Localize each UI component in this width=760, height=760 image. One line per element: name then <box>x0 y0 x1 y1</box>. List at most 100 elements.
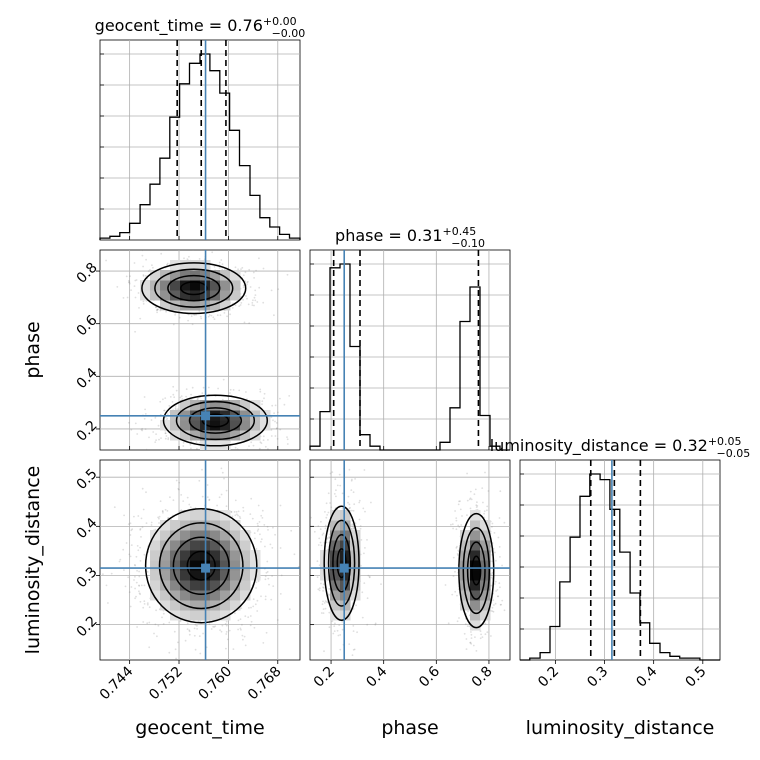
sample-point <box>279 593 282 595</box>
sample-point <box>263 392 266 395</box>
title-sup-geocent_time: +0.00 <box>263 15 297 28</box>
title-sup-phase: +0.45 <box>443 225 477 238</box>
sample-point <box>196 397 199 400</box>
sample-point <box>158 522 160 524</box>
sample-point <box>339 484 342 487</box>
density-cell <box>480 590 491 601</box>
panel-geocent_time-hist <box>99 39 301 241</box>
density-cell <box>150 270 161 281</box>
sample-point <box>274 533 276 536</box>
sample-point <box>474 488 477 491</box>
density-cell <box>470 530 481 541</box>
density-cell <box>170 520 181 531</box>
sample-point <box>173 630 176 633</box>
sample-point <box>202 386 205 389</box>
sample-point <box>122 297 125 299</box>
sample-point <box>322 590 324 592</box>
sample-point <box>128 282 131 285</box>
sample-point <box>139 317 142 320</box>
sample-point <box>142 274 145 276</box>
tick-label-phase-y-2: 0.6 <box>74 312 101 339</box>
sample-point <box>157 308 159 311</box>
sample-point <box>364 547 366 549</box>
sample-point <box>165 310 168 313</box>
density-geocent_time-phase <box>74 250 300 457</box>
density-cell <box>140 280 151 291</box>
sample-point <box>239 618 242 621</box>
density-cell <box>330 570 341 581</box>
sample-point <box>363 552 365 555</box>
sample-point <box>145 448 148 450</box>
contour-phase-luminosity_distance-0-3 <box>323 505 360 621</box>
contour-geocent_time-phase-0-1 <box>167 274 221 302</box>
sample-point <box>193 634 196 637</box>
density-cell <box>190 260 201 271</box>
sample-point <box>164 397 167 399</box>
sample-point <box>138 590 140 593</box>
sample-point <box>216 504 219 507</box>
sample-point <box>493 532 496 534</box>
sample-point <box>134 564 137 567</box>
title-sub-luminosity_distance: −0.05 <box>717 447 751 460</box>
sample-point <box>174 407 177 410</box>
density-cell <box>470 620 481 631</box>
sample-point <box>327 511 330 514</box>
sample-point <box>143 584 146 587</box>
sample-point <box>158 517 160 520</box>
contour-phase-luminosity_distance-1-3 <box>458 512 495 629</box>
sample-point <box>249 624 252 627</box>
sample-point <box>74 266 76 268</box>
sample-point <box>317 525 320 527</box>
sample-point <box>164 432 167 435</box>
sample-point <box>138 592 141 595</box>
sample-point <box>212 316 215 319</box>
sample-point <box>461 515 463 517</box>
sample-point <box>456 545 458 548</box>
sample-point <box>143 417 146 420</box>
density-cell <box>460 600 471 611</box>
sample-point <box>179 396 182 399</box>
histogram-phase <box>309 263 510 451</box>
contour-geocent_time-phase-0-0 <box>180 281 208 296</box>
sample-point <box>134 330 137 333</box>
sample-point <box>380 583 382 585</box>
density-cell <box>150 290 161 301</box>
sample-point <box>358 518 361 521</box>
sample-point <box>464 623 467 626</box>
sample-point <box>182 500 185 502</box>
sample-point <box>334 478 337 481</box>
sample-point <box>286 436 288 438</box>
sample-point <box>237 628 240 631</box>
sample-point <box>496 589 499 591</box>
density-cell <box>150 590 161 601</box>
density-cell <box>210 420 221 431</box>
sample-point <box>190 447 192 450</box>
sample-point <box>239 451 241 453</box>
sample-point <box>142 300 145 303</box>
sample-point <box>178 455 180 457</box>
sample-point <box>135 555 138 558</box>
sample-point <box>266 525 269 528</box>
sample-point <box>218 261 221 264</box>
sample-point <box>341 507 344 510</box>
sample-point <box>276 427 278 429</box>
sample-point <box>463 632 466 635</box>
sample-point <box>232 389 235 391</box>
density-cell <box>230 550 241 561</box>
sample-point <box>245 453 247 455</box>
sample-point <box>202 632 205 635</box>
sample-point <box>186 628 189 630</box>
sample-point <box>213 626 216 628</box>
sample-point <box>138 570 141 573</box>
sample-point <box>138 307 140 309</box>
sample-point <box>498 546 501 548</box>
sample-point <box>142 508 145 511</box>
sample-point <box>166 417 169 420</box>
density-cell <box>210 440 221 450</box>
sample-point <box>134 422 137 425</box>
density-cell <box>190 580 201 591</box>
sample-point <box>317 544 320 546</box>
sample-point <box>177 641 179 644</box>
sample-point <box>323 602 326 604</box>
